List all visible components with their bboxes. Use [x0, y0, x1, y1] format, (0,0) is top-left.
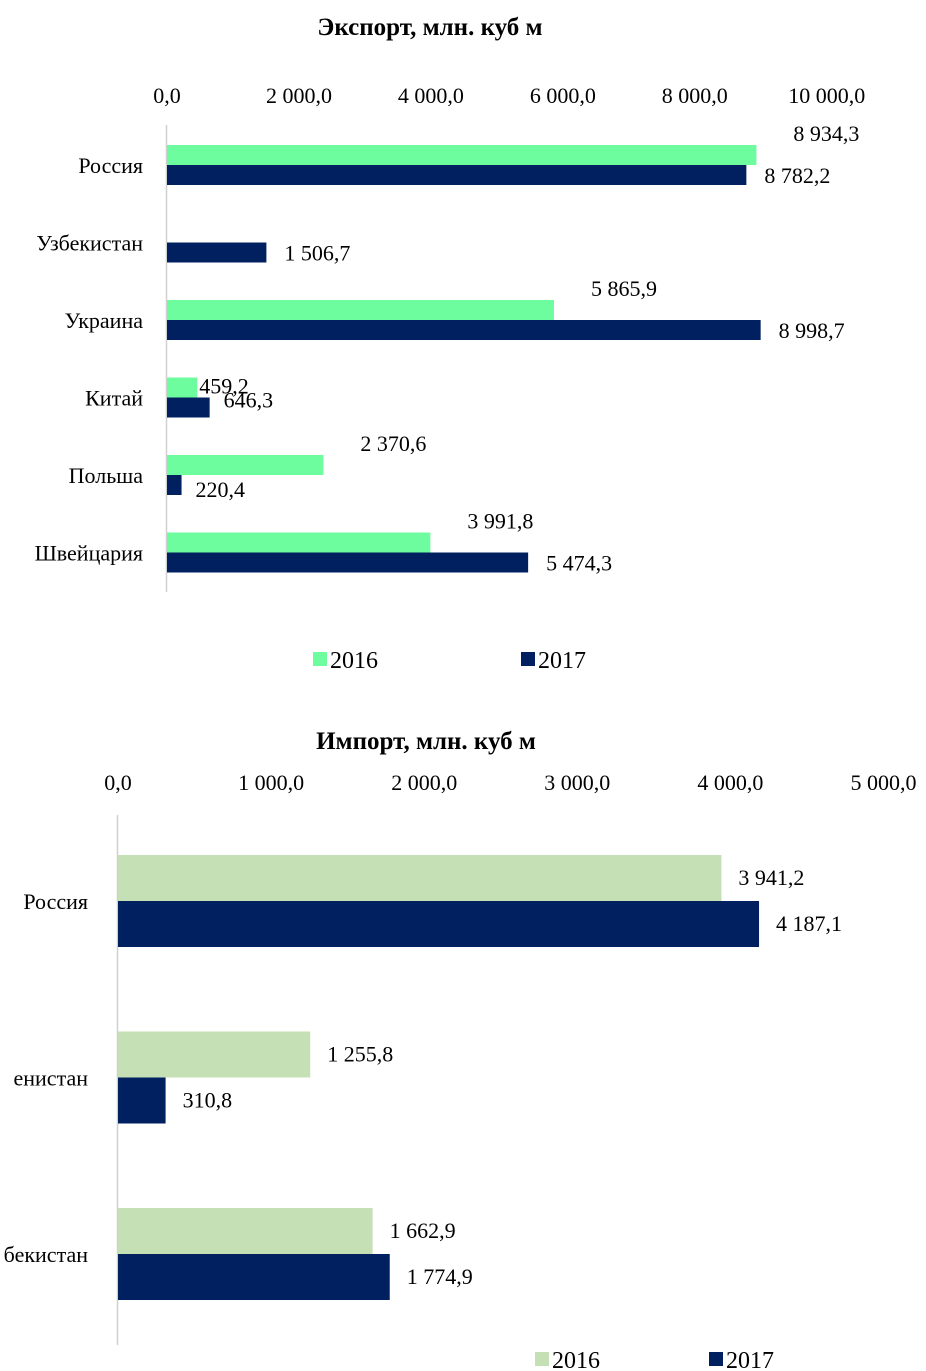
import-data-label-2017: 310,8 — [183, 1088, 233, 1113]
export-bar-2017 — [167, 242, 267, 263]
export-bar-2016 — [167, 532, 431, 553]
import-category-labels: Россия енистан бекистан — [4, 889, 89, 1267]
export-data-label-2016: 2 370,6 — [360, 431, 426, 456]
import-data-labels: 3 941,2 4 187,1 1 255,8 310,8 1 662,9 1 774,9 — [183, 865, 842, 1289]
export-tick-label: 10 000,0 — [788, 83, 865, 108]
export-category-label: Россия — [78, 153, 143, 178]
export-category-label: Польша — [69, 463, 144, 488]
export-bar-2016 — [167, 455, 324, 475]
export-category-label: Швейцария — [35, 541, 143, 566]
export-bar-2016 — [167, 145, 757, 165]
export-data-label-2017: 646,3 — [224, 388, 274, 413]
export-category-label: Украина — [65, 308, 144, 333]
export-category-label: Узбекистан — [36, 231, 143, 256]
import-data-label-2017: 1 774,9 — [407, 1264, 473, 1289]
export-chart-title: Экспорт, млн. куб м — [317, 14, 542, 41]
export-legend-swatch-2017 — [521, 652, 535, 666]
import-tick-label: 2 000,0 — [391, 770, 457, 795]
export-bars — [167, 145, 761, 573]
export-bar-2016 — [167, 377, 198, 398]
import-tick-label: 0,0 — [104, 770, 132, 795]
export-data-label-2016: 459,2 — [199, 374, 249, 399]
import-bar-2017 — [118, 1254, 390, 1300]
export-bar-2017 — [167, 320, 761, 340]
export-bar-2017 — [167, 552, 529, 573]
export-legend: 2016 2017 — [313, 648, 586, 674]
export-bar-2017 — [167, 397, 210, 418]
export-tick-label: 6 000,0 — [530, 83, 596, 108]
import-category-label: бекистан — [4, 1242, 89, 1267]
import-tick-labels: 0,0 1 000,0 2 000,0 3 000,0 4 000,0 5 000,0 — [104, 770, 916, 795]
import-data-label-2016: 1 662,9 — [390, 1218, 456, 1243]
import-tick-label: 3 000,0 — [544, 770, 610, 795]
import-bar-2016 — [118, 1208, 373, 1254]
export-category-label: Китай — [85, 386, 143, 411]
export-data-label-2017: 5 474,3 — [546, 551, 612, 576]
import-legend-swatch-2016 — [535, 1352, 549, 1366]
export-legend-label-2016: 2016 — [330, 648, 378, 674]
export-tick-label: 4 000,0 — [398, 83, 464, 108]
export-legend-swatch-2016 — [313, 652, 327, 666]
export-category-labels: Россия Узбекистан Украина Китай Польша Швейца… — [35, 153, 144, 566]
import-data-label-2016: 3 941,2 — [738, 865, 804, 890]
export-data-label-2016: 3 991,8 — [467, 509, 533, 534]
import-legend: 2016 2017 — [535, 1348, 774, 1371]
export-data-label-2017: 220,4 — [196, 477, 246, 502]
export-data-labels: 8 934,3 8 782,2 1 506,7 5 865,9 8 998,7 459,2… — [196, 121, 860, 576]
import-bar-2016 — [118, 855, 722, 901]
import-legend-label-2016: 2016 — [552, 1348, 600, 1371]
export-tick-label: 0,0 — [153, 83, 181, 108]
import-bar-2017 — [118, 901, 760, 947]
import-tick-label: 5 000,0 — [851, 770, 917, 795]
import-bar-2017 — [118, 1077, 166, 1124]
export-data-label-2017: 8 998,7 — [779, 318, 845, 343]
export-data-label-2017: 1 506,7 — [284, 241, 350, 266]
export-data-label-2017: 8 782,2 — [764, 163, 830, 188]
export-tick-label: 8 000,0 — [662, 83, 728, 108]
import-chart: Импорт, млн. куб м 0,0 1 000,0 2 000,0 3 00… — [4, 728, 917, 1371]
export-data-label-2016: 5 865,9 — [591, 276, 657, 301]
export-bar-2016 — [167, 300, 554, 320]
import-legend-label-2017: 2017 — [726, 1348, 774, 1371]
export-legend-label-2017: 2017 — [538, 648, 586, 674]
export-bar-2017 — [167, 165, 747, 185]
export-chart: Экспорт, млн. куб м 0,0 2 000,0 4 000,0 6 0… — [35, 14, 866, 674]
export-tick-label: 2 000,0 — [266, 83, 332, 108]
import-bar-2016 — [118, 1031, 311, 1078]
import-tick-label: 4 000,0 — [697, 770, 763, 795]
import-bars — [118, 855, 760, 1300]
import-category-label: енистан — [14, 1066, 89, 1091]
import-legend-swatch-2017 — [709, 1352, 723, 1366]
import-tick-label: 1 000,0 — [238, 770, 304, 795]
import-chart-title: Импорт, млн. куб м — [316, 728, 536, 755]
export-data-label-2016: 8 934,3 — [793, 121, 859, 146]
import-data-label-2016: 1 255,8 — [327, 1042, 393, 1067]
export-tick-labels: 0,0 2 000,0 4 000,0 6 000,0 8 000,0 10 000,0 — [153, 83, 865, 108]
import-data-label-2017: 4 187,1 — [776, 911, 842, 936]
export-bar-2017 — [167, 475, 182, 495]
import-category-label: Россия — [23, 889, 88, 914]
